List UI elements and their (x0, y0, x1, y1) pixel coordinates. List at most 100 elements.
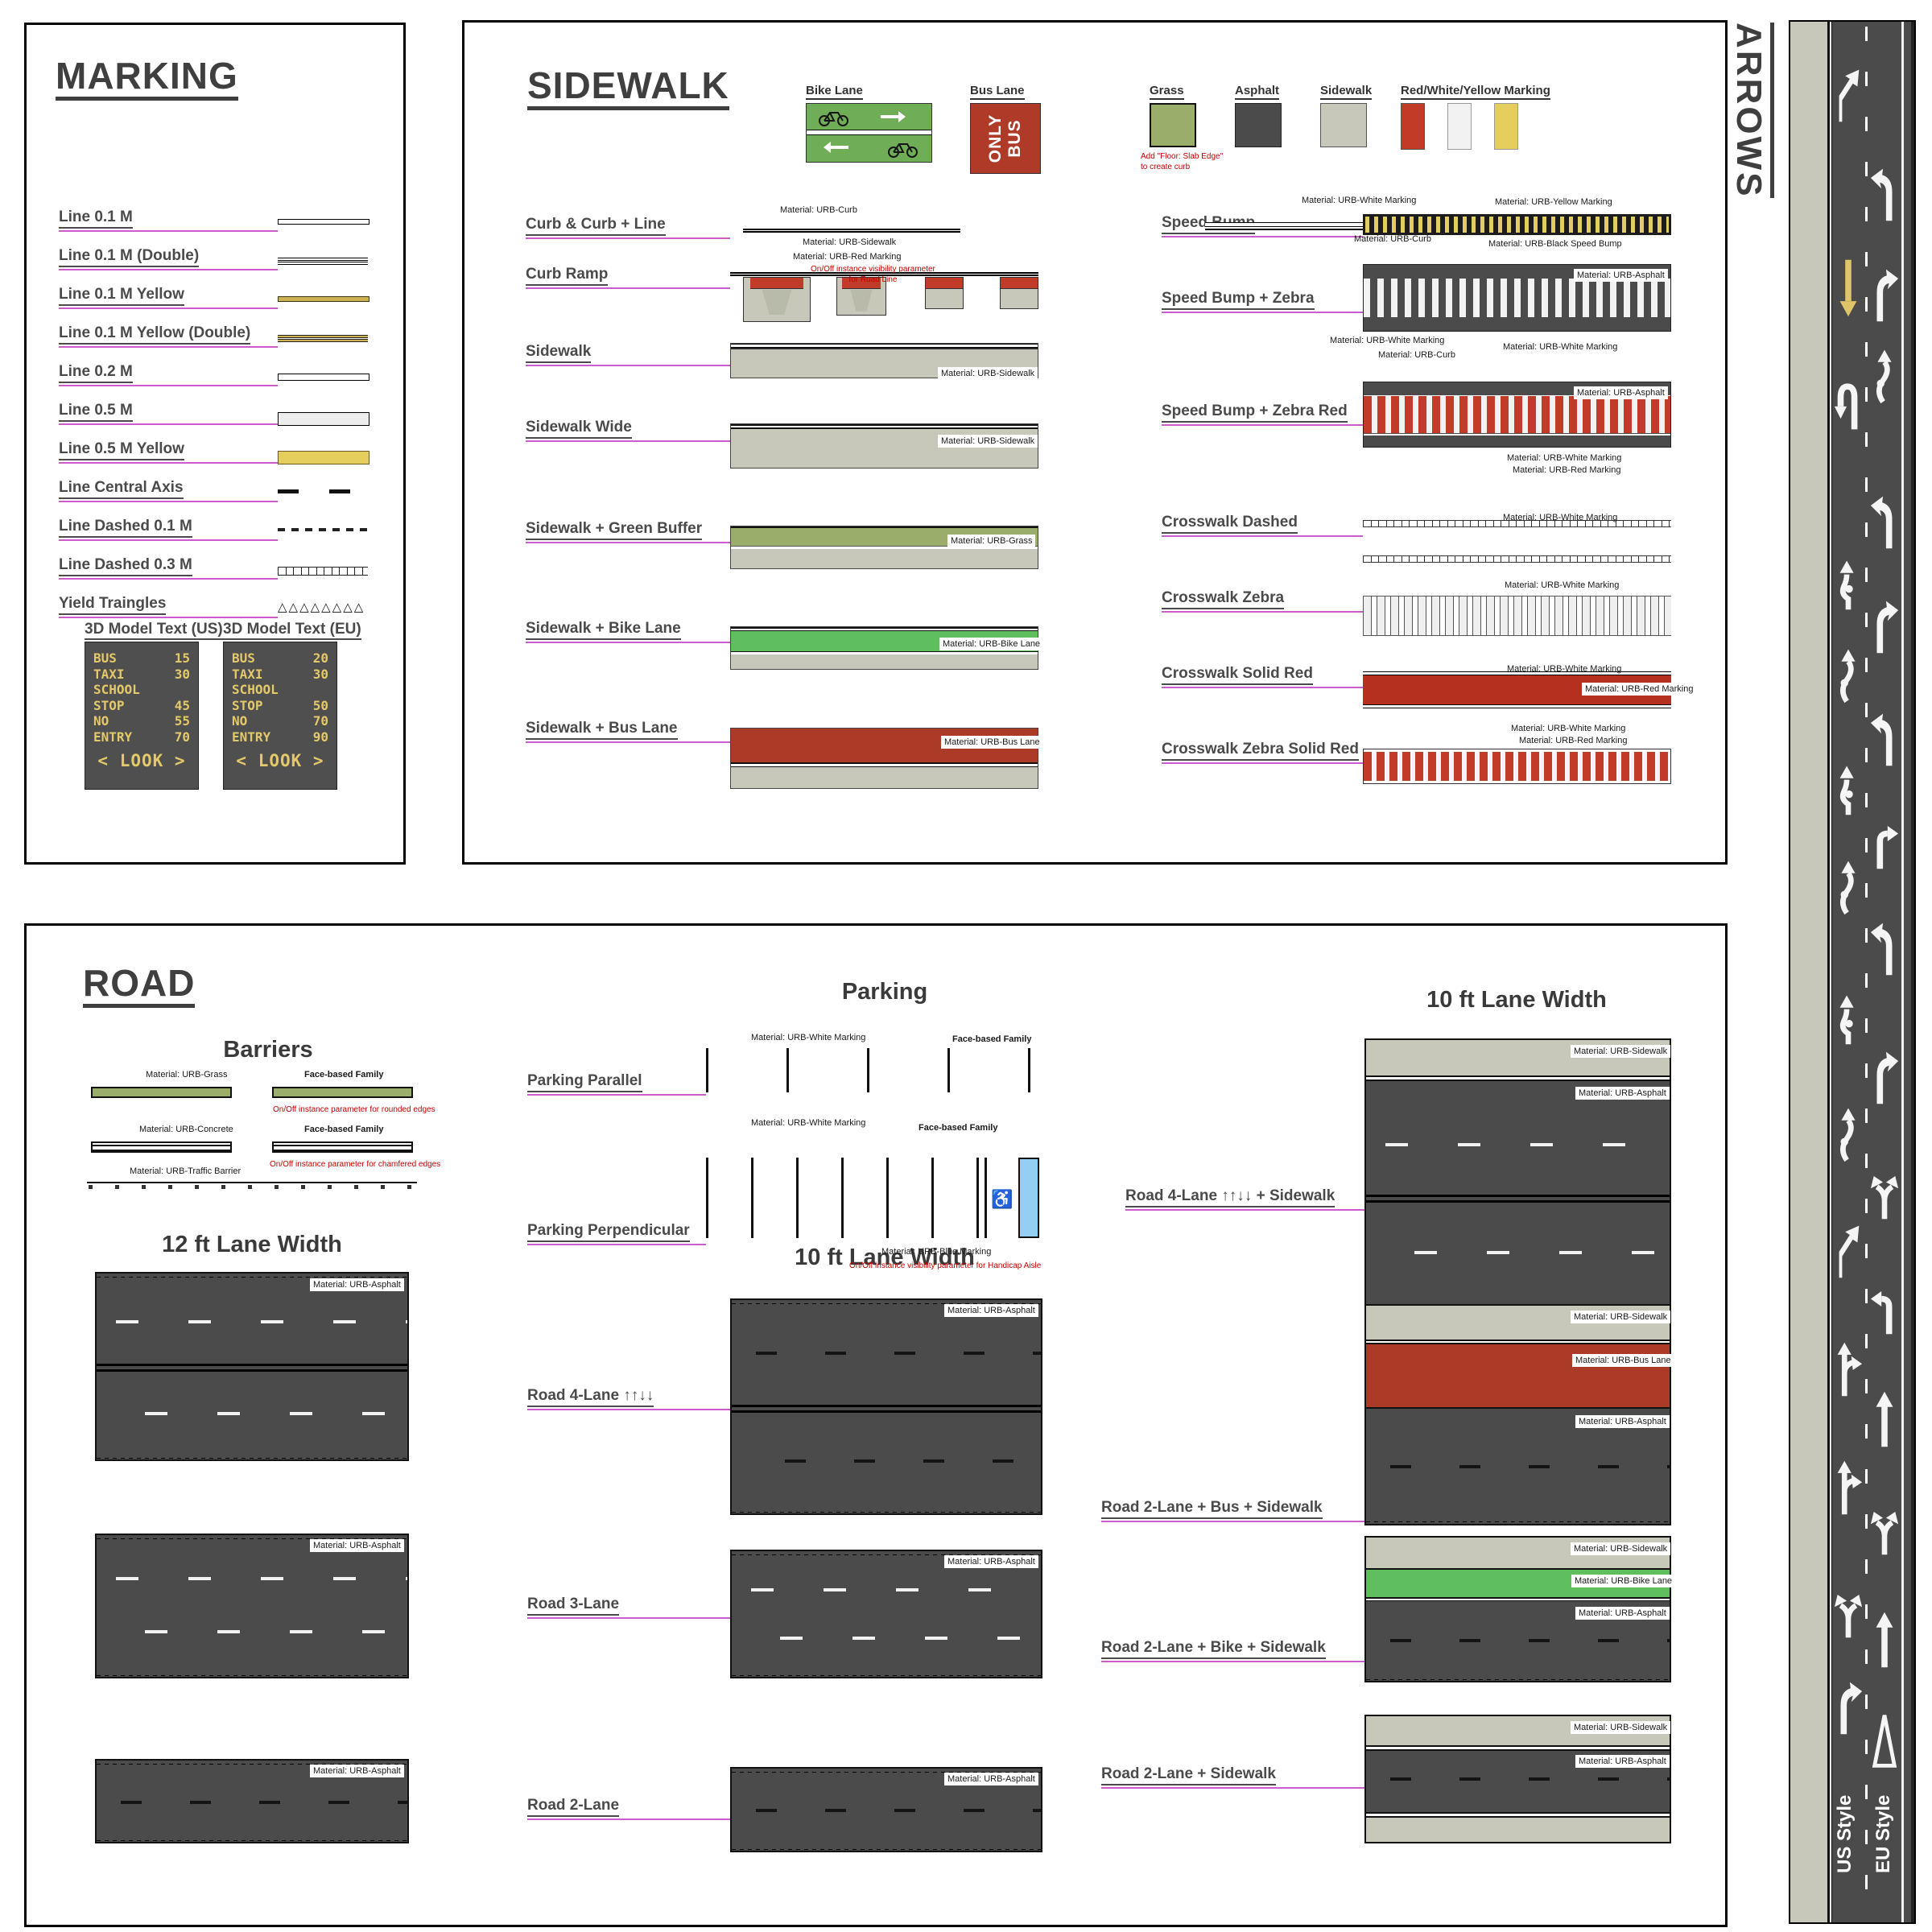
sidewalk-item: Curb & Curb + Line (526, 216, 730, 251)
marking-panel: MARKING Line 0.1 M Line 0.1 M (Double) L… (24, 23, 406, 865)
sidewalk-item-label: Speed Bump + Zebra (1162, 290, 1315, 310)
marking-item-label: Line 0.1 M (59, 208, 133, 229)
marking-item-label: Line 0.1 M (Double) (59, 247, 200, 267)
material-callout: Material: URB-Asphalt (944, 1304, 1038, 1318)
material-callout: Material: URB-Asphalt (1575, 1415, 1670, 1429)
material-callout: Material: URB-Sidewalk (803, 237, 897, 247)
material-callout: Material: URB-Red Marking (793, 252, 902, 262)
road-item: Road 4-Lane ↑↑↓↓ (527, 1387, 730, 1422)
lane-arrow-icon (1831, 64, 1865, 125)
material-callout: Material: URB-Sidewalk (938, 435, 1038, 448)
leader-line (59, 385, 278, 386)
sidewalk-graphic (1363, 214, 1671, 235)
model-text-row: BUS 20 (232, 650, 328, 666)
material-callout: Material: URB-Bus Lane (941, 736, 1043, 749)
material-callout: Material: URB-White Marking (1503, 513, 1618, 522)
material-legend-label: Grass (1150, 84, 1184, 100)
marking-sample (278, 296, 369, 302)
road-item-label: Road 2-Lane + Bike + Sidewalk (1101, 1639, 1326, 1659)
material-callout: On/Off instance parameter for rounded ed… (273, 1105, 436, 1114)
material-callout: Material: URB-Sidewalk (1571, 1721, 1671, 1735)
material-callout: Material: URB-Asphalt (944, 1555, 1038, 1569)
material-callout: Material: URB-Red Marking (1582, 683, 1697, 696)
material-callout: Material: URB-Asphalt (1574, 269, 1668, 283)
bike-lane-swatch (806, 103, 932, 163)
material-callout: Material: URB-Blue Marking (881, 1247, 992, 1257)
leader-line (526, 741, 730, 743)
road-section-heading: 10 ft Lane Width (795, 1245, 975, 1270)
leader-line (59, 501, 278, 502)
leader-line (1162, 424, 1363, 426)
sidewalk-item-label: Crosswalk Zebra (1162, 589, 1285, 609)
model-text-eu-title: 3D Model Text (EU) (223, 621, 361, 640)
marking-item-label: Line 0.1 M Yellow (59, 286, 184, 306)
material-callout: Material: URB-White Marking (1511, 724, 1626, 733)
model-text-row: TAXI 30 (232, 666, 328, 682)
road-graphic (985, 1158, 1017, 1238)
model-text-eu-table: BUS 20 TAXI 30 SCHOOL STOP 50 NO 70 ENTRY 90 … (223, 642, 337, 790)
road-item: Parking Perpendicular (527, 1222, 706, 1257)
sidewalk-graphic (1447, 103, 1472, 150)
material-callout: Face-based Family (952, 1034, 1032, 1044)
material-callout: Material: URB-Asphalt (1575, 1755, 1670, 1769)
marking-item: Line Central Axis (59, 479, 368, 514)
material-callout: Material: URB-Asphalt (310, 1539, 404, 1553)
model-text-row: NO 70 (232, 713, 328, 729)
road-graphic (706, 1048, 1039, 1092)
road-panel: ROAD Barriers 12 ft Lane Width Parking 1… (24, 923, 1728, 1927)
sidewalk-item-label: Sidewalk + Bike Lane (526, 620, 681, 640)
material-callout: Material: URB-Curb (1354, 234, 1431, 244)
sidewalk-item: Sidewalk + Bike Lane (526, 620, 730, 655)
marking-sample (278, 489, 368, 493)
material-callout: Material: URB-Grass (146, 1070, 228, 1080)
leader-line (527, 1617, 730, 1619)
material-callout: Material: URB-Traffic Barrier (130, 1166, 242, 1176)
lane-arrow-icon (1831, 553, 1865, 614)
marking-item-label: Line Central Axis (59, 479, 184, 499)
material-callout: Material: URB-Sidewalk (1571, 1045, 1671, 1059)
sidewalk-item: Sidewalk (526, 343, 730, 378)
lane-arrow-icon (1868, 1609, 1901, 1670)
road-item-label: Road 2-Lane + Bus + Sidewalk (1101, 1499, 1323, 1519)
marking-item: Line 0.5 M (59, 402, 369, 437)
bicycle-icon (887, 139, 919, 159)
road-graphic (730, 1550, 1042, 1678)
lane-arrow-icon (1831, 257, 1865, 318)
material-legend-label: Sidewalk (1320, 84, 1373, 100)
model-text-us-table: BUS 15 TAXI 30 SCHOOL STOP 45 NO 55 ENTRY 70 … (85, 642, 199, 790)
leader-line (527, 1818, 730, 1820)
sidewalk-item: Crosswalk Dashed (1162, 514, 1363, 549)
leader-line (526, 542, 730, 543)
marking-item-label: Line Dashed 0.3 M (59, 556, 192, 576)
road-item-label: Road 4-Lane ↑↑↓↓ + Sidewalk (1125, 1187, 1335, 1208)
sidewalk-item-label: Sidewalk + Bus Lane (526, 720, 678, 740)
road-section-heading: Barriers (223, 1037, 313, 1063)
material-callout: Material: URB-Curb (780, 205, 857, 215)
lane-arrow-icon (1831, 1579, 1865, 1641)
material-callout: Material: URB-Asphalt (1574, 386, 1668, 400)
road-item-label: Parking Parallel (527, 1072, 642, 1092)
road-item: Road 3-Lane (527, 1596, 730, 1631)
marking-item-label: Line 0.5 M Yellow (59, 440, 184, 460)
material-callout: Material: URB-Asphalt (1575, 1087, 1670, 1100)
leader-line (1101, 1661, 1364, 1662)
leader-line (526, 287, 730, 289)
lane-arrow-icon (1831, 988, 1865, 1049)
arrows-strip: US Style EU Style (1789, 20, 1916, 1924)
material-callout: Material: URB-White Marking (1503, 342, 1618, 352)
marking-item-label: Line Dashed 0.1 M (59, 518, 192, 538)
sidewalk-graphic (1363, 749, 1671, 784)
lane-arrow-icon (1868, 1711, 1901, 1772)
leader-line (1162, 312, 1363, 313)
material-callout: Material: URB-Sidewalk (1571, 1311, 1671, 1324)
sidewalk-graphic (1235, 103, 1282, 147)
material-callout: On/Off instance visibility parameter for… (849, 1261, 1042, 1270)
lane-arrow-icon (1831, 1456, 1865, 1517)
material-callout: Add "Floor: Slab Edge" to create curb (1141, 152, 1224, 171)
look-marking: < LOOK > (236, 751, 324, 771)
sidewalk-item: Speed Bump + Zebra (1162, 290, 1363, 325)
leader-line (1162, 687, 1363, 688)
leader-line (1101, 1787, 1364, 1789)
material-legend-label: Asphalt (1235, 84, 1280, 100)
road-graphic (91, 1141, 232, 1153)
